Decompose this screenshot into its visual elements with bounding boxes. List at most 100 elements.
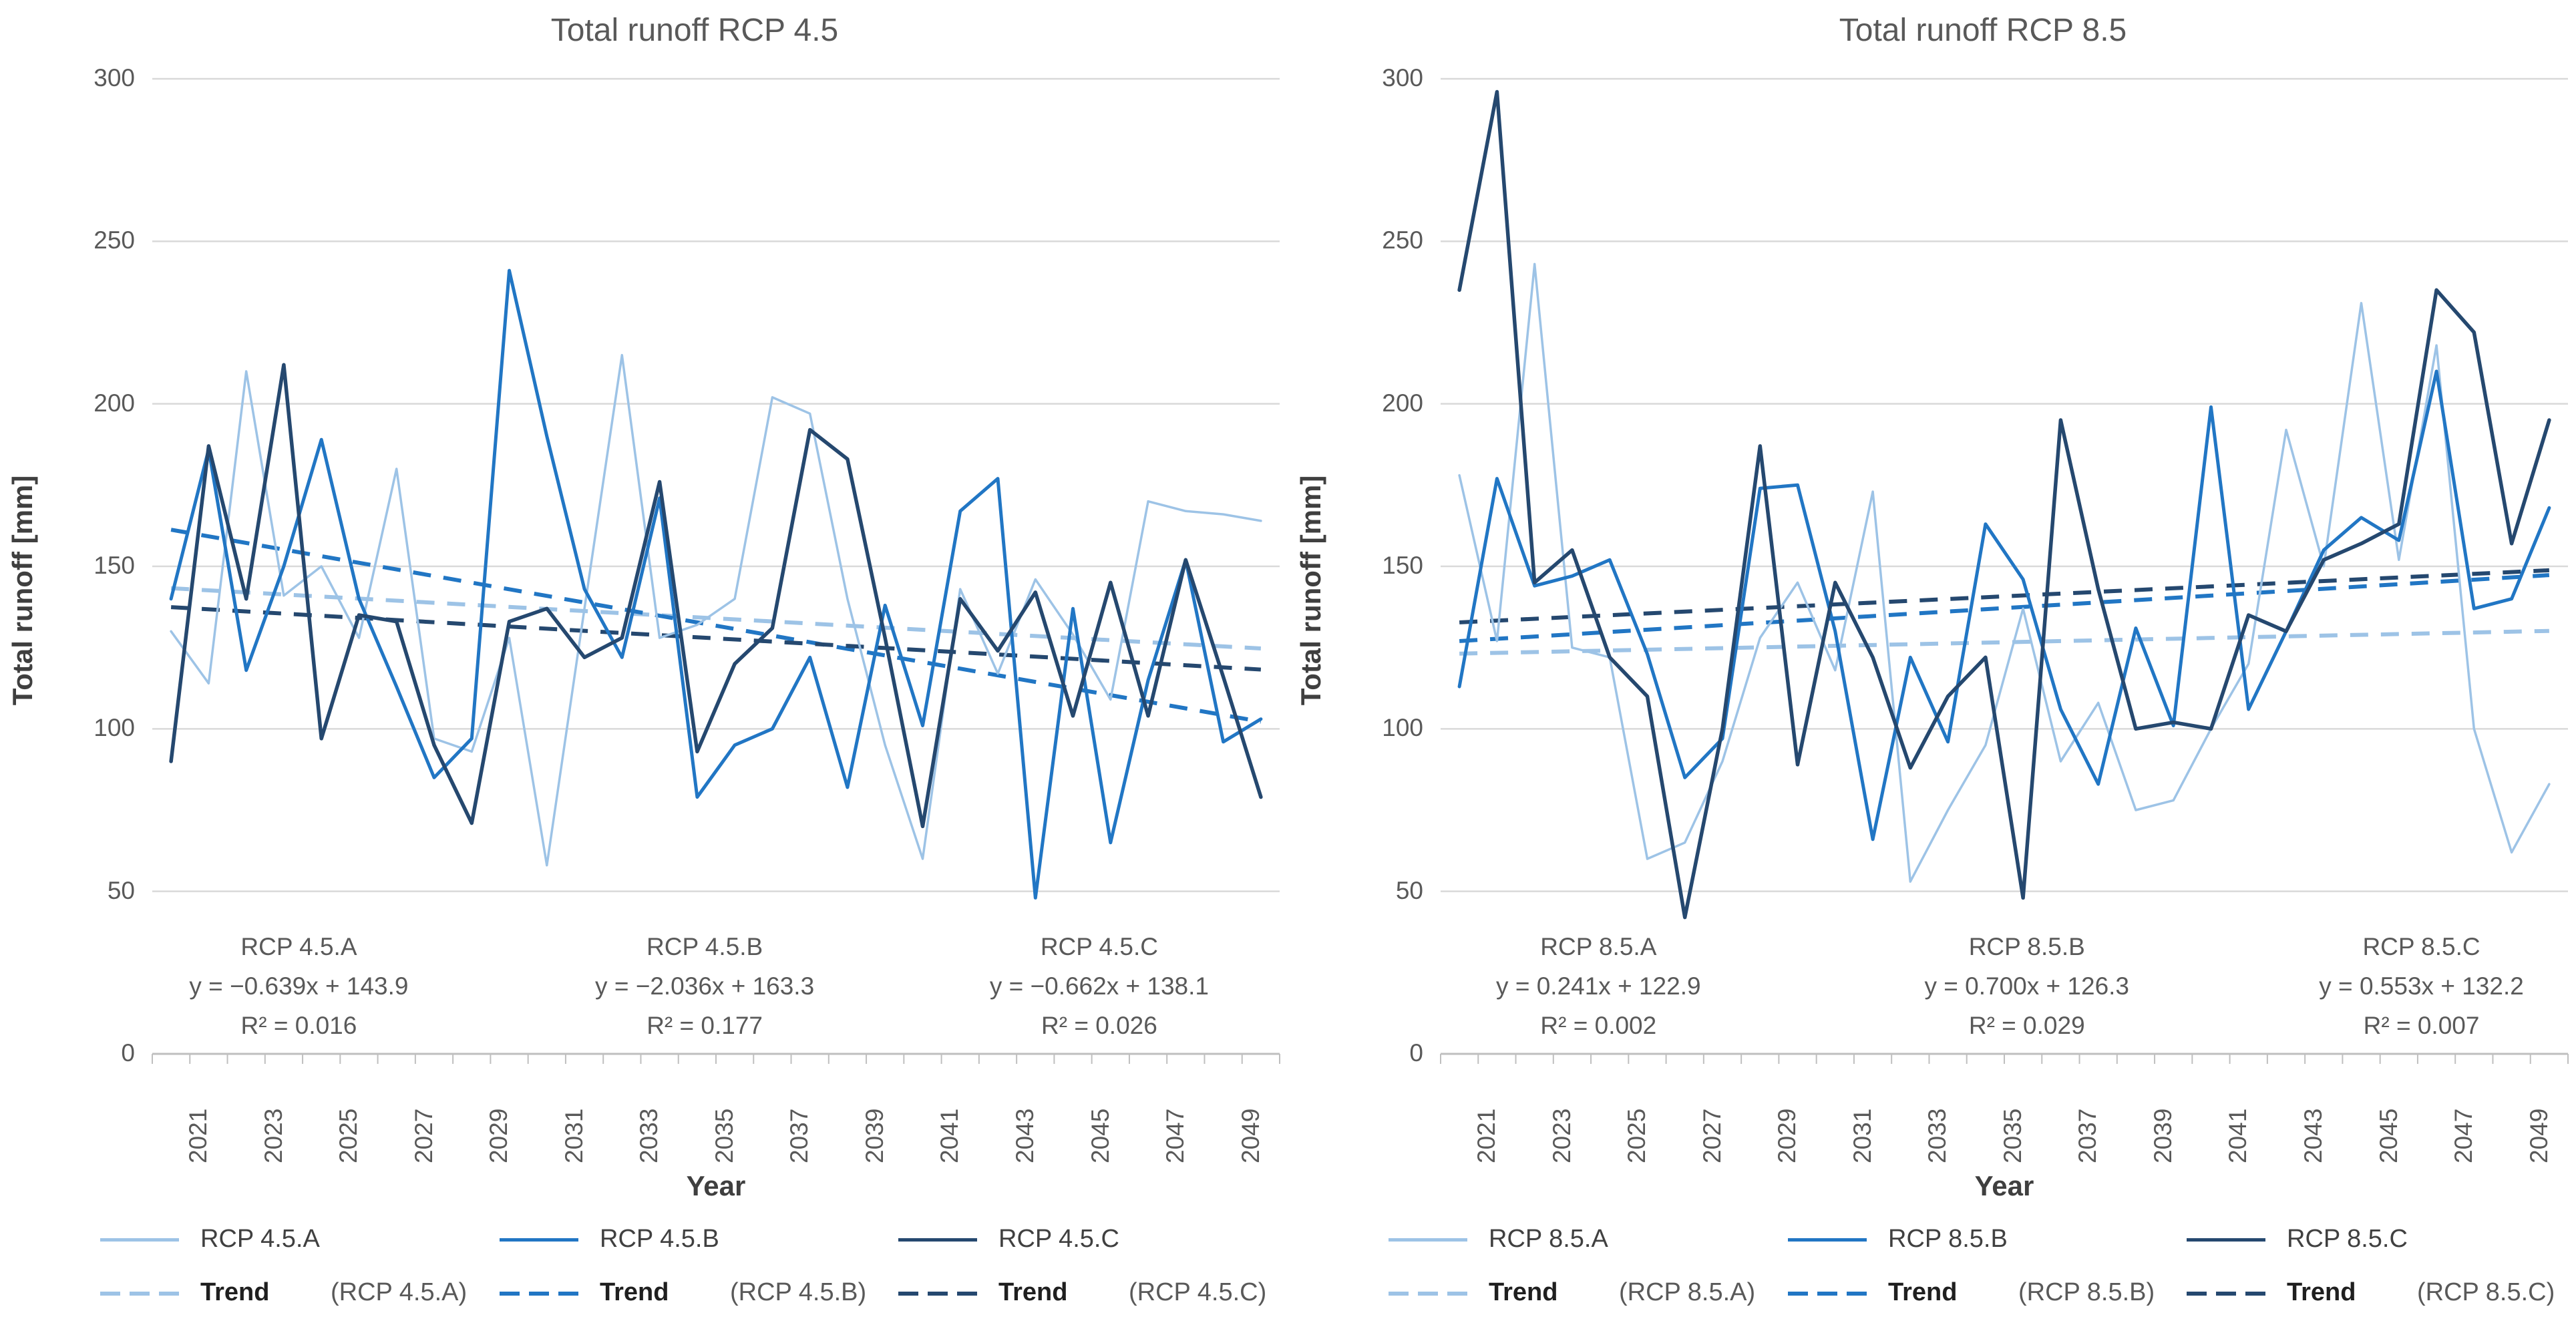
legend-dash-swatch	[898, 1292, 918, 1296]
trend-line-rcp85a	[1459, 628, 2549, 656]
legend-line-swatch	[1389, 1238, 1467, 1242]
legend-dash-swatch	[2187, 1292, 2207, 1296]
legend-series-row: RCP 4.5.A RCP 4.5.B RCP 4.5.C	[0, 1223, 1288, 1258]
annotation-series-name: RCP 8.5.C	[2362, 933, 2480, 960]
x-axis-title: Year	[1974, 1170, 2034, 1201]
x-tick-label: 2029	[1773, 1108, 1801, 1163]
x-tick-label: 2047	[1161, 1108, 1189, 1163]
annotation-series-name: RCP 4.5.A	[240, 933, 357, 960]
y-tick-label: 150	[1382, 552, 1423, 579]
y-tick-label: 300	[94, 64, 135, 91]
plot-area	[152, 77, 1280, 1064]
annotation-equation: y = 0.241x + 122.9	[1496, 972, 1701, 1000]
legend-line-swatch	[2187, 1238, 2265, 1242]
x-tick-label: 2029	[485, 1108, 513, 1163]
x-tick-label: 2023	[259, 1108, 287, 1163]
trend-annotation-rcp-4-5-b: RCP 4.5.B y = −2.036x + 163.3 R² = 0.177	[491, 927, 918, 1045]
legend-item-rcp-8-5-c: RCP 8.5.C	[2187, 1223, 2561, 1258]
legend-dash-swatch	[928, 1292, 948, 1296]
x-tick-label: 2037	[785, 1108, 813, 1163]
y-tick-label: 100	[94, 714, 135, 742]
x-tick-label: 2049	[1236, 1108, 1264, 1163]
legend-trend-label: Trend	[998, 1278, 1068, 1306]
x-tick-label: 2039	[860, 1108, 888, 1163]
legend-trend-paren: (RCP 4.5.C)	[1129, 1278, 1267, 1306]
x-tick-label: 2041	[2224, 1108, 2252, 1163]
y-tick-label: 250	[94, 226, 135, 254]
legend-trend-row: Trend (RCP 4.5.A) Trend (RCP 4.5.B) Trend (RC…	[0, 1277, 1288, 1312]
legend-dash-swatch	[529, 1292, 549, 1296]
series-line-rcp-4-5-c	[169, 363, 1263, 829]
y-tick-label: 100	[1382, 714, 1423, 742]
legend-dash-swatch	[1817, 1292, 1837, 1296]
chart-rcp-8-5: Total runoff RCP 8.5 Total runoff [mm] Y…	[1288, 0, 2576, 1323]
annotation-r-squared: R² = 0.016	[240, 1012, 357, 1039]
legend-line-swatch	[500, 1238, 578, 1242]
trend-annotation-rcp-4-5-c: RCP 4.5.C y = −0.662x + 138.1 R² = 0.026	[886, 927, 1313, 1045]
x-tick-label: 2027	[409, 1108, 437, 1163]
legend-item-rcp-4-5-b: RCP 4.5.B	[500, 1223, 874, 1258]
legend-item-trend-rcp45a: Trend (RCP 4.5.A)	[100, 1277, 474, 1312]
x-tick-label: 2049	[2525, 1108, 2553, 1163]
trend-line-rcp85b	[1459, 573, 2550, 643]
annotation-series-name: RCP 8.5.B	[1968, 933, 2085, 960]
x-tick-label: 2037	[2074, 1108, 2102, 1163]
y-tick-label: 300	[1382, 64, 1423, 91]
legend-trend-paren: (RCP 8.5.B)	[2018, 1278, 2155, 1306]
legend-trend-row: Trend (RCP 8.5.A) Trend (RCP 8.5.B) Trend (RC…	[1288, 1277, 2576, 1312]
legend-dash-swatch	[2245, 1292, 2265, 1296]
annotation-series-name: RCP 8.5.A	[1540, 933, 1657, 960]
legend-dash-swatch	[1447, 1292, 1467, 1296]
x-tick-label: 2021	[184, 1108, 212, 1163]
chart-title: Total runoff RCP 8.5	[1839, 13, 2127, 48]
legend-trend-paren: (RCP 8.5.C)	[2417, 1278, 2555, 1306]
legend-dash-swatch	[558, 1292, 578, 1296]
annotation-series-name: RCP 4.5.B	[647, 933, 763, 960]
y-tick-label: 150	[94, 552, 135, 579]
x-tick-label: 2045	[2374, 1108, 2402, 1163]
legend-item-trend-rcp45b: Trend (RCP 4.5.B)	[500, 1277, 874, 1312]
legend-item-rcp-8-5-a: RCP 8.5.A	[1389, 1223, 1763, 1258]
legend-trend-label: Trend	[2287, 1278, 2356, 1306]
legend-item-label: RCP 8.5.C	[2287, 1225, 2408, 1253]
annotation-r-squared: R² = 0.026	[1041, 1012, 1157, 1039]
annotation-r-squared: R² = 0.029	[1968, 1012, 2085, 1039]
trend-annotation-rcp-8-5-a: RCP 8.5.A y = 0.241x + 122.9 R² = 0.002	[1385, 927, 1812, 1045]
legend-dash-swatch	[957, 1292, 977, 1296]
legend-line-swatch	[1788, 1238, 1867, 1242]
annotation-equation: y = −0.662x + 138.1	[989, 972, 1209, 1000]
chart-rcp-4-5: Total runoff RCP 4.5 Total runoff [mm] Y…	[0, 13, 1288, 1312]
legend-item-trend-rcp85b: Trend (RCP 8.5.B)	[1788, 1277, 2162, 1312]
legend-item-trend-rcp85c: Trend (RCP 8.5.C)	[2187, 1277, 2561, 1312]
y-tick-label: 200	[1382, 389, 1423, 417]
annotation-r-squared: R² = 0.007	[2363, 1012, 2480, 1039]
x-tick-label: 2027	[1698, 1108, 1726, 1163]
legend-dash-swatch	[159, 1292, 179, 1296]
legend-item-label: RCP 4.5.B	[600, 1225, 719, 1253]
x-tick-label: 2025	[1623, 1108, 1651, 1163]
y-tick-label: 50	[1395, 876, 1423, 904]
legend-item-label: RCP 4.5.A	[200, 1225, 320, 1253]
legend-trend-paren: (RCP 8.5.A)	[1619, 1278, 1756, 1306]
legend-item-rcp-4-5-c: RCP 4.5.C	[898, 1223, 1272, 1258]
legend-item-trend-rcp85a: Trend (RCP 8.5.A)	[1389, 1277, 1763, 1312]
y-tick-label: 0	[1409, 1039, 1423, 1067]
legend-dash-swatch	[500, 1292, 520, 1296]
legend-dash-swatch	[1788, 1292, 1808, 1296]
annotation-r-squared: R² = 0.002	[1540, 1012, 1657, 1039]
series-line-rcp-8-5-a	[1458, 262, 2551, 883]
legend-dash-swatch	[130, 1292, 150, 1296]
x-tick-label: 2041	[936, 1108, 964, 1163]
x-tick-label: 2047	[2450, 1108, 2478, 1163]
x-tick-label: 2033	[1923, 1108, 1952, 1163]
x-tick-label: 2031	[560, 1108, 588, 1163]
x-tick-label: 2023	[1547, 1108, 1576, 1163]
x-tick-label: 2025	[335, 1108, 363, 1163]
x-tick-label: 2043	[1011, 1108, 1039, 1163]
chart-title: Total runoff RCP 4.5	[550, 13, 839, 48]
series-line-rcp-4-5-a	[170, 353, 1262, 867]
series-line-rcp-4-5-b	[169, 268, 1263, 900]
x-tick-label: 2033	[635, 1108, 663, 1163]
legend-line-swatch	[898, 1238, 977, 1242]
annotation-equation: y = 0.700x + 126.3	[1924, 972, 2129, 1000]
